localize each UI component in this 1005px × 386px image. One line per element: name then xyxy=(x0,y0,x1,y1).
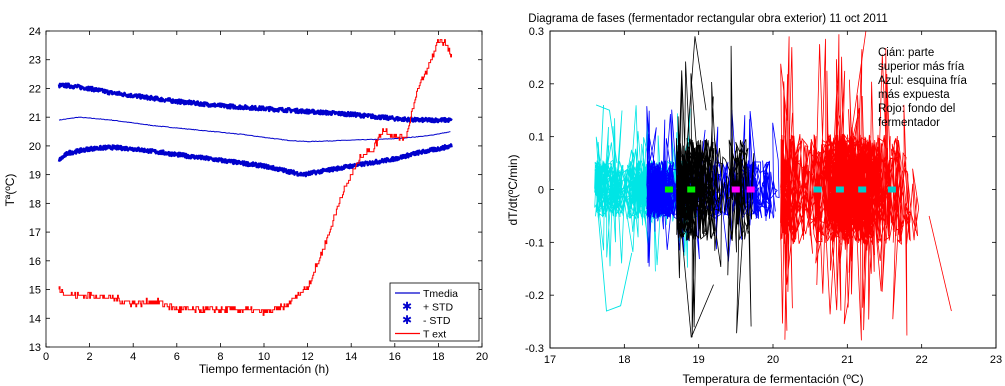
annotation-line: fermentador xyxy=(878,117,940,129)
right-x-tick-label: 17 xyxy=(544,354,556,366)
left-ticks: 0 2 4 6 8 10 12 14 16 18 2013141516171819202122232… xyxy=(29,26,488,363)
left-x-tick-label: 14 xyxy=(345,351,357,363)
right-chart-title: Diagrama de fases (fermentador rectangul… xyxy=(528,13,887,25)
series-line-tmedia xyxy=(58,116,451,143)
annotation-line: Azul: esquina fría xyxy=(878,75,967,87)
phase-marker xyxy=(835,186,844,193)
series-line-text xyxy=(58,39,452,316)
left-x-axis-label: Tiempo fermentación (h) xyxy=(199,362,329,376)
right-y-tick-label: 0.3 xyxy=(529,26,544,38)
left-y-tick-label: 24 xyxy=(29,26,41,38)
annotation-line: superior más fría xyxy=(878,61,965,73)
right-x-tick-label: 19 xyxy=(693,354,705,366)
left-y-tick-label: 16 xyxy=(29,256,41,268)
right-y-tick-label: -0.1 xyxy=(525,237,544,249)
left-x-tick-label: 2 xyxy=(87,351,93,363)
left-y-axis-label: Tª(ºC) xyxy=(3,174,17,207)
phase-series-2 xyxy=(676,45,755,338)
left-x-tick-label: 12 xyxy=(301,351,313,363)
left-x-tick-label: 8 xyxy=(217,351,223,363)
phase-marker xyxy=(813,186,822,193)
series-band-minus-std xyxy=(57,143,453,178)
right-y-tick-label: -0.2 xyxy=(525,290,544,302)
left-x-tick-label: 4 xyxy=(130,351,136,363)
right-y-tick-label: -0.3 xyxy=(525,343,544,355)
annotation-line: Cián: parte xyxy=(878,47,934,59)
phase-marker xyxy=(687,186,696,193)
right-x-tick-label: 20 xyxy=(767,354,779,366)
left-y-tick-label: 18 xyxy=(29,198,41,210)
left-y-tick-label: 19 xyxy=(29,170,41,182)
right-x-tick-label: 22 xyxy=(916,354,928,366)
left-x-tick-label: 6 xyxy=(174,351,180,363)
left-y-tick-label: 13 xyxy=(29,342,41,354)
left-x-tick-label: 18 xyxy=(432,351,444,363)
legend-label: - STD xyxy=(423,315,451,327)
right-x-tick-label: 18 xyxy=(618,354,630,366)
right-y-tick-label: 0.2 xyxy=(529,79,544,91)
left-y-tick-label: 20 xyxy=(29,141,41,153)
left-y-tick-label: 22 xyxy=(29,83,41,95)
legend-marker-icon: ✱ xyxy=(402,313,412,327)
phase-marker xyxy=(664,186,673,193)
phase-series-black-excursion xyxy=(679,36,714,338)
phase-marker xyxy=(887,186,896,193)
left-y-tick-label: 17 xyxy=(29,227,41,239)
left-x-tick-label: 0 xyxy=(43,351,49,363)
right-ticks: 17 18 19 20 21 22 23 -0.3 -0.2 -0.1 0 0.1 0.2 0.3 xyxy=(525,26,1002,366)
phase-series-cyan-loop xyxy=(595,104,633,312)
right-x-tick-label: 21 xyxy=(841,354,853,366)
phase-marker xyxy=(858,186,867,193)
left-chart: 0 2 4 6 8 10 12 14 16 18 2013141516171819202122232… xyxy=(3,26,488,376)
right-chart: Diagrama de fases (fermentador rectangul… xyxy=(506,13,1002,386)
legend-label: T ext xyxy=(423,329,446,341)
right-y-tick-label: 0.1 xyxy=(529,132,544,144)
right-annotation: Cián: parte superior más fría Azul: esquin… xyxy=(878,47,967,129)
phase-series-group xyxy=(594,31,952,341)
left-y-tick-label: 23 xyxy=(29,55,41,67)
right-y-axis-label: dT/dt(ºC/min) xyxy=(506,154,520,225)
left-x-tick-label: 20 xyxy=(476,351,488,363)
right-series xyxy=(594,31,952,341)
legend-label: + STD xyxy=(423,302,453,314)
left-x-tick-label: 16 xyxy=(389,351,401,363)
left-y-tick-label: 14 xyxy=(29,313,41,325)
phase-series-red-excursion xyxy=(824,31,952,312)
right-plot-frame-border xyxy=(549,30,997,349)
phase-marker xyxy=(746,186,755,193)
left-x-tick-label: 10 xyxy=(258,351,270,363)
legend-label: Tmedia xyxy=(423,288,458,300)
phase-series-3 xyxy=(780,34,920,341)
annotation-line: más expuesta xyxy=(878,89,950,101)
series-band-plus-std xyxy=(57,82,453,124)
legend-marker-icon: ✱ xyxy=(402,300,412,314)
right-x-axis-label: Temperatura de fermentación (ºC) xyxy=(682,372,863,386)
left-series xyxy=(57,39,453,316)
left-y-tick-label: 15 xyxy=(29,285,41,297)
left-y-tick-label: 21 xyxy=(29,112,41,124)
left-legend: Tmedia ✱ + STD ✱ - STD T ext xyxy=(389,282,480,342)
annotation-line: Rojo: fondo del xyxy=(878,103,955,115)
right-y-tick-label: 0 xyxy=(538,185,544,197)
right-x-tick-label: 23 xyxy=(990,354,1002,366)
phase-marker xyxy=(731,186,740,193)
